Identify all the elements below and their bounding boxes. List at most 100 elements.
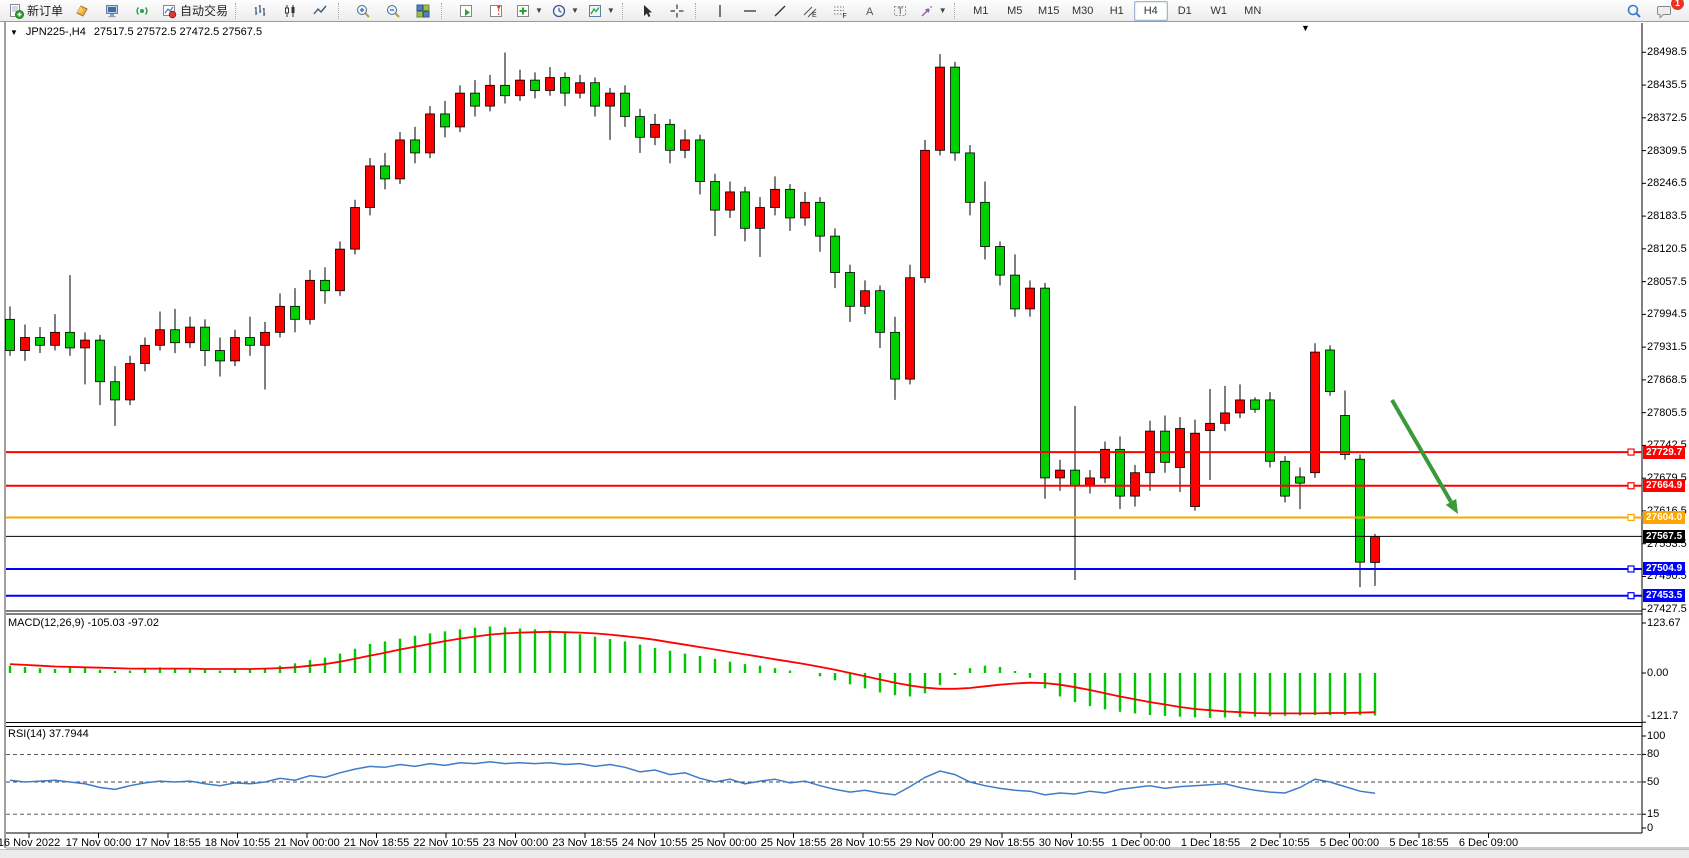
vertical-line-button[interactable] bbox=[705, 0, 735, 22]
cursor-button[interactable] bbox=[632, 0, 662, 22]
text-button[interactable]: A bbox=[855, 0, 885, 22]
toolbar-separator bbox=[621, 2, 629, 19]
svg-text:E: E bbox=[812, 12, 817, 19]
chart-symbol-period: JPN225-,H4 bbox=[25, 26, 86, 38]
timeframe-button-M5[interactable]: M5 bbox=[1007, 4, 1023, 17]
macd-label: MACD(12,26,9) bbox=[8, 617, 85, 629]
line-chart-icon bbox=[313, 5, 327, 14]
clock-icon bbox=[552, 4, 566, 17]
timeframe-button-M1[interactable]: M1 bbox=[973, 4, 989, 17]
macd-values: -105.03 -97.02 bbox=[87, 617, 160, 629]
horizontal-line-icon bbox=[743, 9, 756, 12]
timeframe-button-H4[interactable]: H4 bbox=[1133, 0, 1168, 21]
rsi-label: RSI(14) bbox=[8, 728, 46, 740]
search-icon bbox=[1627, 4, 1641, 18]
new-order-label: 新订单 bbox=[27, 4, 64, 18]
macd-indicator bbox=[8, 626, 1377, 718]
arrows-icon bbox=[921, 5, 932, 16]
macd-indicator-title: MACD(12,26,9) -105.03 -97.02 bbox=[8, 617, 159, 629]
chevron-down-icon: ▼ bbox=[10, 27, 18, 37]
market-watch-button[interactable] bbox=[67, 0, 97, 22]
indicators-button[interactable]: ▼ bbox=[511, 0, 547, 22]
notifications-button[interactable]: 1 bbox=[1649, 0, 1685, 22]
chat-bubble-icon bbox=[1656, 5, 1671, 19]
svg-text:F: F bbox=[842, 13, 846, 19]
chart-frame bbox=[4, 22, 1689, 849]
periods-button[interactable]: ▼ bbox=[547, 0, 583, 22]
fibonacci-button[interactable]: F bbox=[825, 0, 855, 22]
equidistant-channel-button[interactable]: E bbox=[795, 0, 825, 22]
chart-bars-button[interactable] bbox=[245, 0, 275, 22]
signals-button[interactable] bbox=[127, 0, 157, 22]
trend-arrow-annotation bbox=[1390, 398, 1458, 514]
text-label-icon: T bbox=[893, 5, 906, 16]
bar-chart-icon bbox=[254, 4, 266, 16]
toolbar-separator bbox=[235, 2, 242, 19]
status-bar bbox=[0, 849, 1689, 858]
rsi-value: 37.7944 bbox=[48, 728, 89, 740]
toolbar: 新订单 bbox=[0, 0, 1689, 22]
axis-ticks bbox=[28, 51, 1646, 838]
auto-scroll-button[interactable] bbox=[451, 0, 481, 22]
template-icon bbox=[588, 4, 601, 17]
rsi-indicator-title: RSI(14) 37.7944 bbox=[8, 728, 89, 740]
toolbar-separator bbox=[441, 2, 448, 19]
toolbar-separator bbox=[338, 2, 345, 19]
timeframe-button-H1[interactable]: H1 bbox=[1109, 4, 1124, 17]
trendline-button[interactable] bbox=[765, 0, 795, 22]
chart-ohlc-values: 27517.5 27572.5 27472.5 27567.5 bbox=[93, 26, 263, 38]
zoom-out-icon bbox=[387, 4, 400, 18]
chevron-down-icon: ▼ bbox=[570, 6, 579, 15]
chevron-down-icon: ▼ bbox=[938, 6, 947, 15]
toolbar-separator bbox=[953, 2, 961, 19]
chart-shift-button[interactable] bbox=[481, 0, 511, 22]
templates-button[interactable]: ▼ bbox=[583, 0, 619, 22]
zoom-out-button[interactable] bbox=[378, 0, 408, 22]
crosshair-button[interactable] bbox=[662, 0, 692, 22]
timeframe-button-MN[interactable]: MN bbox=[1244, 4, 1262, 17]
candlestick-chart-icon bbox=[285, 4, 295, 17]
search-button[interactable] bbox=[1619, 0, 1649, 22]
timeframe-button-D1[interactable]: D1 bbox=[1177, 4, 1192, 17]
chart-title-bar[interactable]: ▼ JPN225-,H4 27517.5 27572.5 27472.5 275… bbox=[10, 26, 262, 38]
terminal-icon bbox=[106, 4, 119, 17]
signals-icon bbox=[136, 6, 148, 15]
macd-signal-line bbox=[9, 630, 1376, 715]
rsi-line bbox=[9, 761, 1376, 796]
horizontal-line-button[interactable] bbox=[735, 0, 765, 22]
toolbar-separator bbox=[694, 2, 702, 19]
zoom-in-icon bbox=[357, 4, 370, 18]
arrows-button[interactable]: ▼ bbox=[915, 0, 951, 22]
chart-candles-button[interactable] bbox=[275, 0, 305, 22]
chevron-down-icon: ▼ bbox=[535, 6, 543, 15]
chart-shift-marker[interactable]: ▼ bbox=[1301, 23, 1310, 33]
autotrading-button[interactable]: 自动交易 bbox=[157, 0, 232, 22]
autotrading-icon bbox=[163, 4, 177, 18]
text-icon: A bbox=[866, 6, 874, 18]
crosshair-icon bbox=[670, 4, 684, 17]
channel-icon: E bbox=[803, 6, 817, 19]
horizontal-line-objects bbox=[6, 448, 1642, 600]
timeframe-button-M15[interactable]: M15 bbox=[1038, 4, 1060, 17]
timeframe-button-M30[interactable]: M30 bbox=[1072, 4, 1094, 17]
zoom-in-button[interactable] bbox=[348, 0, 378, 22]
svg-text:T: T bbox=[897, 6, 903, 16]
svg-text:A: A bbox=[866, 6, 874, 18]
trendline-icon bbox=[774, 5, 786, 16]
new-order-button[interactable]: 新订单 bbox=[4, 0, 67, 22]
tile-windows-button[interactable] bbox=[408, 0, 438, 22]
rsi-indicator bbox=[6, 753, 1642, 815]
market-watch-icon bbox=[76, 4, 88, 17]
text-label-button[interactable]: T bbox=[885, 0, 915, 22]
timeframe-button-W1[interactable]: W1 bbox=[1210, 4, 1227, 17]
chart-window: ▼ JPN225-,H4 27517.5 27572.5 27472.5 275… bbox=[0, 22, 1689, 850]
chart-line-button[interactable] bbox=[305, 0, 335, 22]
vertical-line-icon bbox=[719, 4, 721, 17]
timeframe-toolbar: M1 M5 M15 M30 H1 H4 D1 W1 MN bbox=[964, 0, 1270, 21]
tile-windows-icon bbox=[416, 4, 430, 17]
fibonacci-icon: F bbox=[833, 6, 847, 19]
new-order-icon bbox=[10, 3, 24, 19]
terminal-button[interactable] bbox=[97, 0, 127, 22]
